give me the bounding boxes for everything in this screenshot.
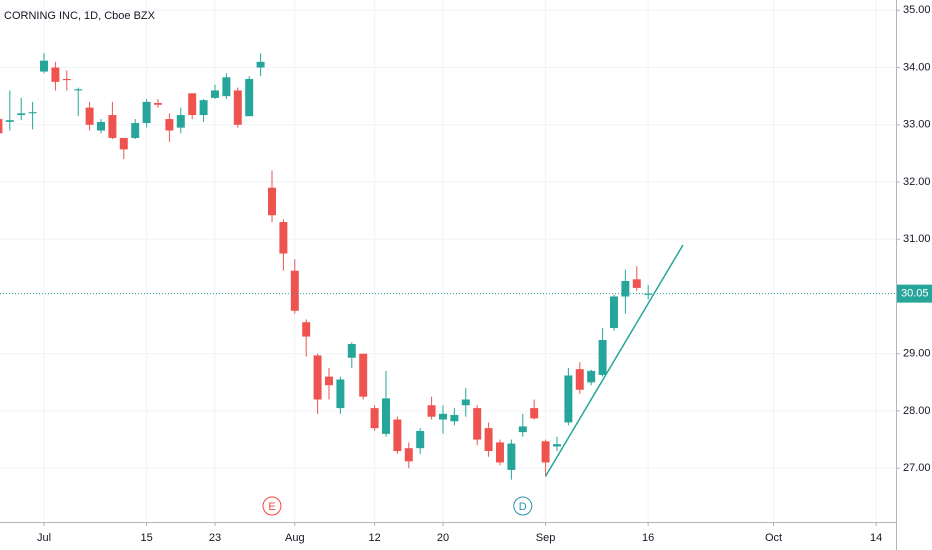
y-tick-label: 29.00	[903, 348, 931, 360]
candle-body	[199, 100, 208, 116]
axes: 35.00 34.00 33.00 32.00 31.00 29.00 28.00 27.00…	[37, 4, 932, 544]
candle-body	[245, 78, 254, 117]
candle-body	[495, 442, 504, 463]
y-tick-label: 34.00	[903, 61, 931, 73]
candle-body	[632, 279, 641, 288]
candle-body	[119, 137, 128, 150]
x-tick-label: 16	[642, 532, 654, 544]
candle-body	[17, 113, 26, 116]
candle-body	[438, 413, 447, 420]
candle-body	[336, 379, 345, 409]
candle-body	[609, 296, 618, 328]
x-tick-label: Jul	[37, 532, 51, 544]
candle-body	[233, 90, 242, 125]
candle-body	[0, 119, 3, 134]
x-tick-label: 12	[368, 532, 380, 544]
candle-body	[211, 90, 219, 98]
candle-body	[381, 398, 390, 434]
candle-body	[507, 443, 516, 470]
x-tick-label: 23	[209, 532, 221, 544]
y-tick-label: 27.00	[903, 462, 931, 474]
event-label: D	[519, 501, 527, 513]
last-price-label: 30.05	[901, 288, 929, 300]
candle-body	[108, 115, 117, 138]
candle-body	[62, 78, 71, 81]
candle-body	[575, 369, 584, 390]
candle-body	[484, 428, 493, 452]
candle-body	[552, 444, 561, 447]
candle-body	[564, 375, 573, 423]
candle-body	[518, 426, 527, 433]
candle-body	[268, 187, 276, 216]
x-tick-label: 20	[437, 532, 449, 544]
event-label: E	[268, 501, 275, 513]
event-marker	[262, 496, 282, 516]
candle-body	[404, 448, 413, 462]
x-tick-label: Sep	[536, 532, 556, 544]
candle-body	[324, 376, 333, 386]
candle-body	[347, 343, 356, 358]
x-tick-label: Aug	[285, 532, 305, 544]
candle-body	[530, 408, 539, 419]
candle-body	[40, 60, 48, 72]
candle-body	[587, 370, 596, 383]
candle-body	[290, 270, 299, 311]
candle-body	[176, 115, 185, 128]
y-tick-label: 28.00	[903, 405, 931, 417]
x-tick-label: 14	[870, 532, 882, 544]
candle-body	[461, 399, 470, 406]
candle-body	[154, 103, 162, 105]
candle-body	[313, 355, 322, 400]
candle-body	[131, 123, 140, 138]
candle-body	[85, 107, 94, 125]
candle-body	[416, 430, 425, 449]
candle-body	[165, 119, 174, 131]
chart-title: CORNING INC, 1D, Cboe BZX	[4, 10, 156, 22]
candle-body	[97, 121, 105, 131]
candle-body	[393, 419, 402, 452]
candle-body	[142, 101, 151, 124]
candle-body	[51, 67, 60, 82]
x-tick-label: Oct	[765, 532, 782, 544]
y-tick-label: 32.00	[903, 176, 931, 188]
candle-body	[302, 322, 311, 337]
last-price-badge	[897, 284, 932, 303]
candle-body	[598, 339, 607, 375]
candle-body	[28, 112, 37, 114]
candle-body	[473, 408, 482, 440]
y-tick-label: 31.00	[903, 233, 931, 245]
candle-body	[370, 408, 379, 429]
event-marker	[513, 496, 533, 516]
trendline	[544, 244, 684, 477]
candle-body	[5, 120, 14, 122]
candle-body	[450, 414, 459, 422]
y-tick-label: 35.00	[903, 4, 931, 16]
candle-body	[427, 405, 436, 417]
candle-body	[541, 441, 550, 463]
candle-body	[644, 293, 653, 295]
candle-body	[279, 222, 288, 254]
candle-body	[188, 93, 197, 116]
y-tick-label: 33.00	[903, 119, 931, 131]
plot-area	[0, 53, 896, 480]
x-tick-label: 15	[140, 532, 152, 544]
candle-body	[222, 77, 231, 97]
candle-body	[74, 89, 83, 91]
candle-body	[621, 281, 630, 297]
candle-body	[256, 61, 265, 68]
candle-body	[359, 353, 368, 397]
